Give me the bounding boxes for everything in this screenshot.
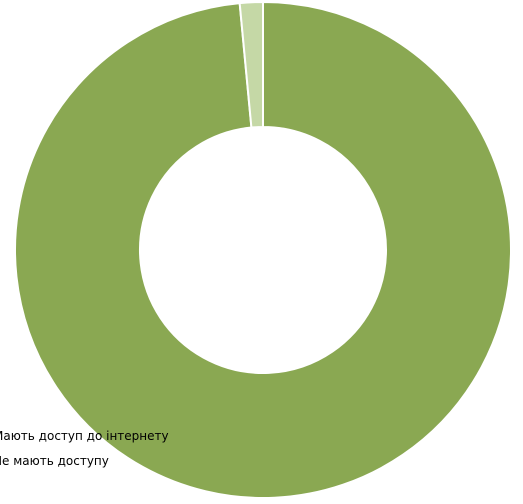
legend-label-no-access: Не мають доступу [0, 454, 109, 468]
donut-slice-1 [238, 0, 264, 129]
slices-group [14, 0, 512, 499]
legend-item-access: Мають доступ до інтернету [0, 424, 176, 449]
legend-item-no-access: Не мають доступу [0, 449, 176, 474]
legend-label-access: Мають доступ до інтернету [0, 429, 169, 443]
chart-legend: Мають доступ до інтернету Не мають досту… [0, 424, 176, 474]
donut-slice-0 [14, 0, 512, 499]
